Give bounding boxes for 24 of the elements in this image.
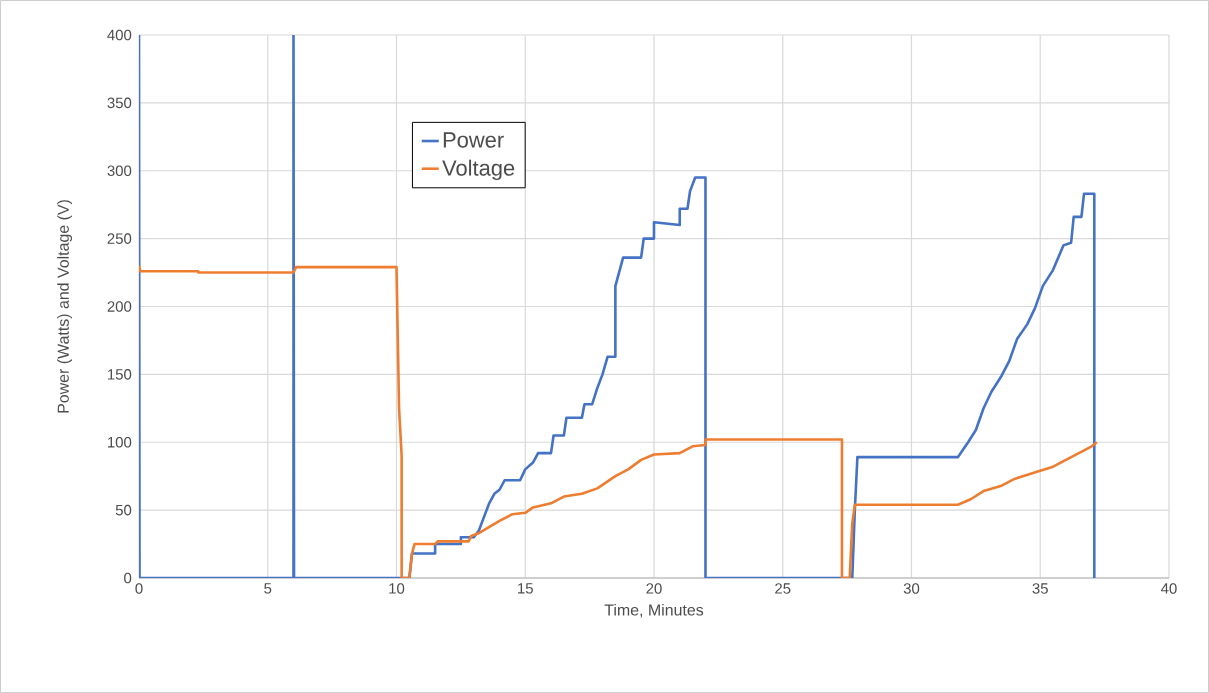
- y-tick-label: 300: [107, 165, 132, 177]
- x-tick-label: 0: [135, 583, 143, 594]
- y-tick-label: 100: [108, 436, 132, 448]
- x-tick-label: 5: [264, 583, 272, 594]
- line-series: [139, 264, 1099, 578]
- x-tick-label: 30: [903, 583, 920, 594]
- legend-label: Voltage: [442, 159, 515, 181]
- x-tick-label: 10: [389, 583, 405, 594]
- line-series: [139, 34, 1096, 578]
- x-tick-label: 25: [775, 583, 791, 594]
- y-tick-label: 350: [107, 97, 132, 109]
- y-axis-title: Power (Watts) and Voltage (V): [57, 200, 73, 413]
- y-tick-label: 0: [124, 572, 132, 584]
- x-axis-title: Time, Minutes: [604, 603, 704, 618]
- y-tick-label: 200: [107, 301, 132, 312]
- legend-label: Power: [443, 132, 504, 148]
- y-tick-label: 250: [107, 233, 132, 244]
- y-tick-label: 400: [107, 29, 132, 41]
- x-tick-label: 40: [1161, 583, 1177, 594]
- x-tick-label: 35: [1032, 583, 1048, 594]
- x-tick-label: 20: [646, 583, 662, 594]
- x-tick-label: 15: [518, 583, 533, 594]
- y-tick-label: 50: [115, 504, 132, 516]
- y-tick-label: 150: [108, 369, 132, 380]
